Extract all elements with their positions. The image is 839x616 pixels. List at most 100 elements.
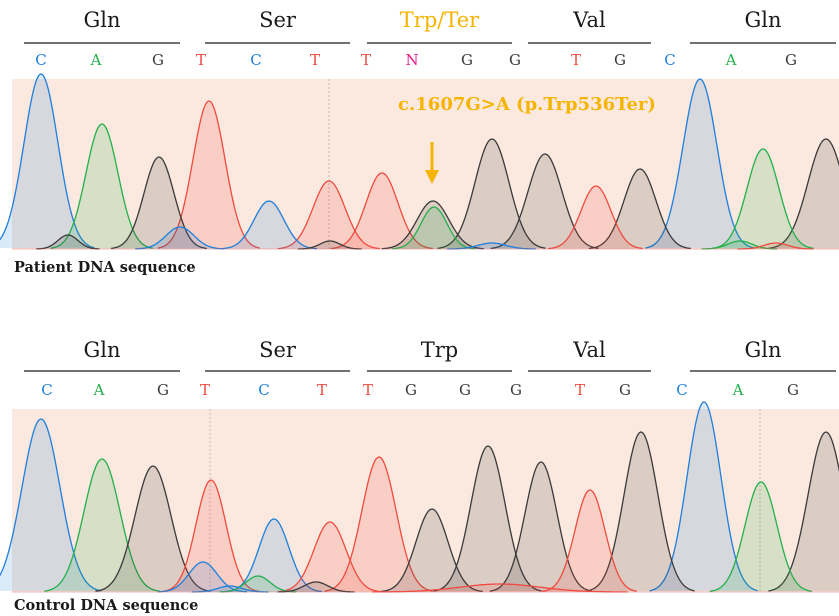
patient-codon-label: Ser [259, 8, 297, 32]
patient-peak-trace [645, 78, 754, 249]
control-peak-trace [0, 418, 102, 592]
control-peak-trace [191, 585, 269, 593]
patient-base-call: G [785, 51, 797, 69]
patient-peak-trace [110, 156, 208, 250]
control-peak-trace [586, 431, 695, 592]
patient-codon-label: Trp/Ter [400, 8, 480, 32]
control-peak-fill [44, 459, 160, 592]
patient-peak-trace [297, 240, 362, 250]
control-codon-label: Trp [421, 338, 459, 362]
control-codon-label: Gln [744, 338, 781, 362]
patient-panel-label: Patient DNA sequence [14, 259, 196, 276]
control-trace-background [12, 409, 839, 592]
patient-panel: Gln Ser Trp/Ter Val Gln C A G T C T T N G G T G C A Gc.1607… [0, 8, 839, 250]
patient-trace-background [12, 79, 839, 249]
control-peak-fill [433, 446, 542, 592]
control-peak-fill [0, 419, 102, 591]
control-peak-fill [95, 466, 211, 592]
control-base-call: G [787, 381, 799, 399]
control-peak-trace [371, 583, 628, 593]
control-peak-fill [380, 509, 483, 592]
mutation-arrowhead [425, 170, 439, 184]
patient-base-call: G [614, 51, 626, 69]
control-base-call: G [619, 381, 631, 399]
control-base-call: T [575, 381, 585, 399]
patient-peak-fill [490, 154, 599, 249]
control-peak-trace [380, 508, 483, 593]
patient-base-call: C [250, 51, 261, 69]
control-peak-trace [44, 458, 160, 592]
patient-peak-trace [277, 180, 380, 250]
patient-codon-label: Gln [744, 8, 781, 32]
patient-peak-trace [490, 153, 599, 250]
patient-peak-trace [0, 73, 95, 249]
patient-peak-trace [50, 123, 153, 249]
control-peak-fill [709, 482, 812, 592]
patient-peak-trace [135, 226, 224, 250]
patient-peak-fill [111, 157, 207, 249]
patient-peak-trace [588, 168, 691, 250]
patient-peak-fill [768, 139, 839, 249]
control-base-call: C [258, 381, 269, 399]
patient-codon-label: Val [572, 8, 606, 32]
patient-peak-trace [447, 242, 537, 250]
patient-base-call: C [35, 51, 46, 69]
control-peak-trace [649, 401, 758, 592]
patient-base-call: G [509, 51, 521, 69]
control-peak-fill [768, 432, 839, 591]
patient-peak-fill [157, 101, 260, 249]
control-peak-trace [324, 456, 433, 592]
patient-base-call: A [90, 51, 102, 69]
control-peak-trace [541, 489, 637, 593]
patient-base-call: G [461, 51, 473, 69]
patient-peak-trace [711, 148, 814, 250]
control-codon-label: Ser [259, 338, 297, 362]
patient-base-call: N [405, 51, 418, 69]
patient-peak-trace [157, 100, 260, 249]
control-peak-trace [95, 465, 211, 592]
patient-peak-trace [220, 200, 318, 250]
patient-peak-fill [711, 149, 814, 249]
control-peak-fill [324, 457, 433, 592]
control-peak-fill [278, 522, 381, 592]
patient-base-call: T [310, 51, 320, 69]
control-peak-trace [489, 461, 592, 592]
patient-base-call: C [664, 51, 675, 69]
control-peak-trace [277, 581, 355, 593]
patient-codon-label: Gln [83, 8, 120, 32]
patient-peak-fill [50, 124, 153, 249]
control-peak-trace [278, 521, 381, 593]
patient-base-call: T [196, 51, 206, 69]
control-base-call: T [200, 381, 210, 399]
patient-peak-trace [768, 138, 839, 249]
control-peak-fill [226, 519, 322, 592]
control-panel-label: Control DNA sequence [14, 597, 199, 614]
control-peak-trace [768, 431, 839, 592]
patient-peak-trace [330, 172, 433, 250]
control-peak-trace [162, 479, 260, 592]
patient-peak-fill [588, 169, 691, 249]
patient-peak-trace [36, 234, 100, 250]
patient-peak-trace [547, 185, 643, 250]
patient-base-call: G [152, 51, 164, 69]
control-base-call: T [363, 381, 373, 399]
control-peak-fill [163, 480, 259, 592]
control-base-call: T [317, 381, 327, 399]
control-base-call: C [676, 381, 687, 399]
patient-peak-fill [0, 74, 95, 248]
patient-base-call: T [361, 51, 371, 69]
control-base-call: A [732, 381, 744, 399]
patient-base-call: T [571, 51, 581, 69]
control-panel: Gln Ser Trp Val Gln C A G T C T T G G G T G C A G [0, 338, 839, 593]
control-base-call: G [459, 381, 471, 399]
patient-peak-trace [701, 240, 778, 250]
control-base-call: G [157, 381, 169, 399]
control-base-call: A [93, 381, 105, 399]
control-peak-trace [158, 561, 248, 593]
control-peak-fill [586, 432, 695, 591]
patient-peak-fill [645, 79, 754, 248]
patient-peak-fill [330, 173, 433, 249]
control-base-call: G [510, 381, 522, 399]
control-codon-label: Gln [83, 338, 120, 362]
